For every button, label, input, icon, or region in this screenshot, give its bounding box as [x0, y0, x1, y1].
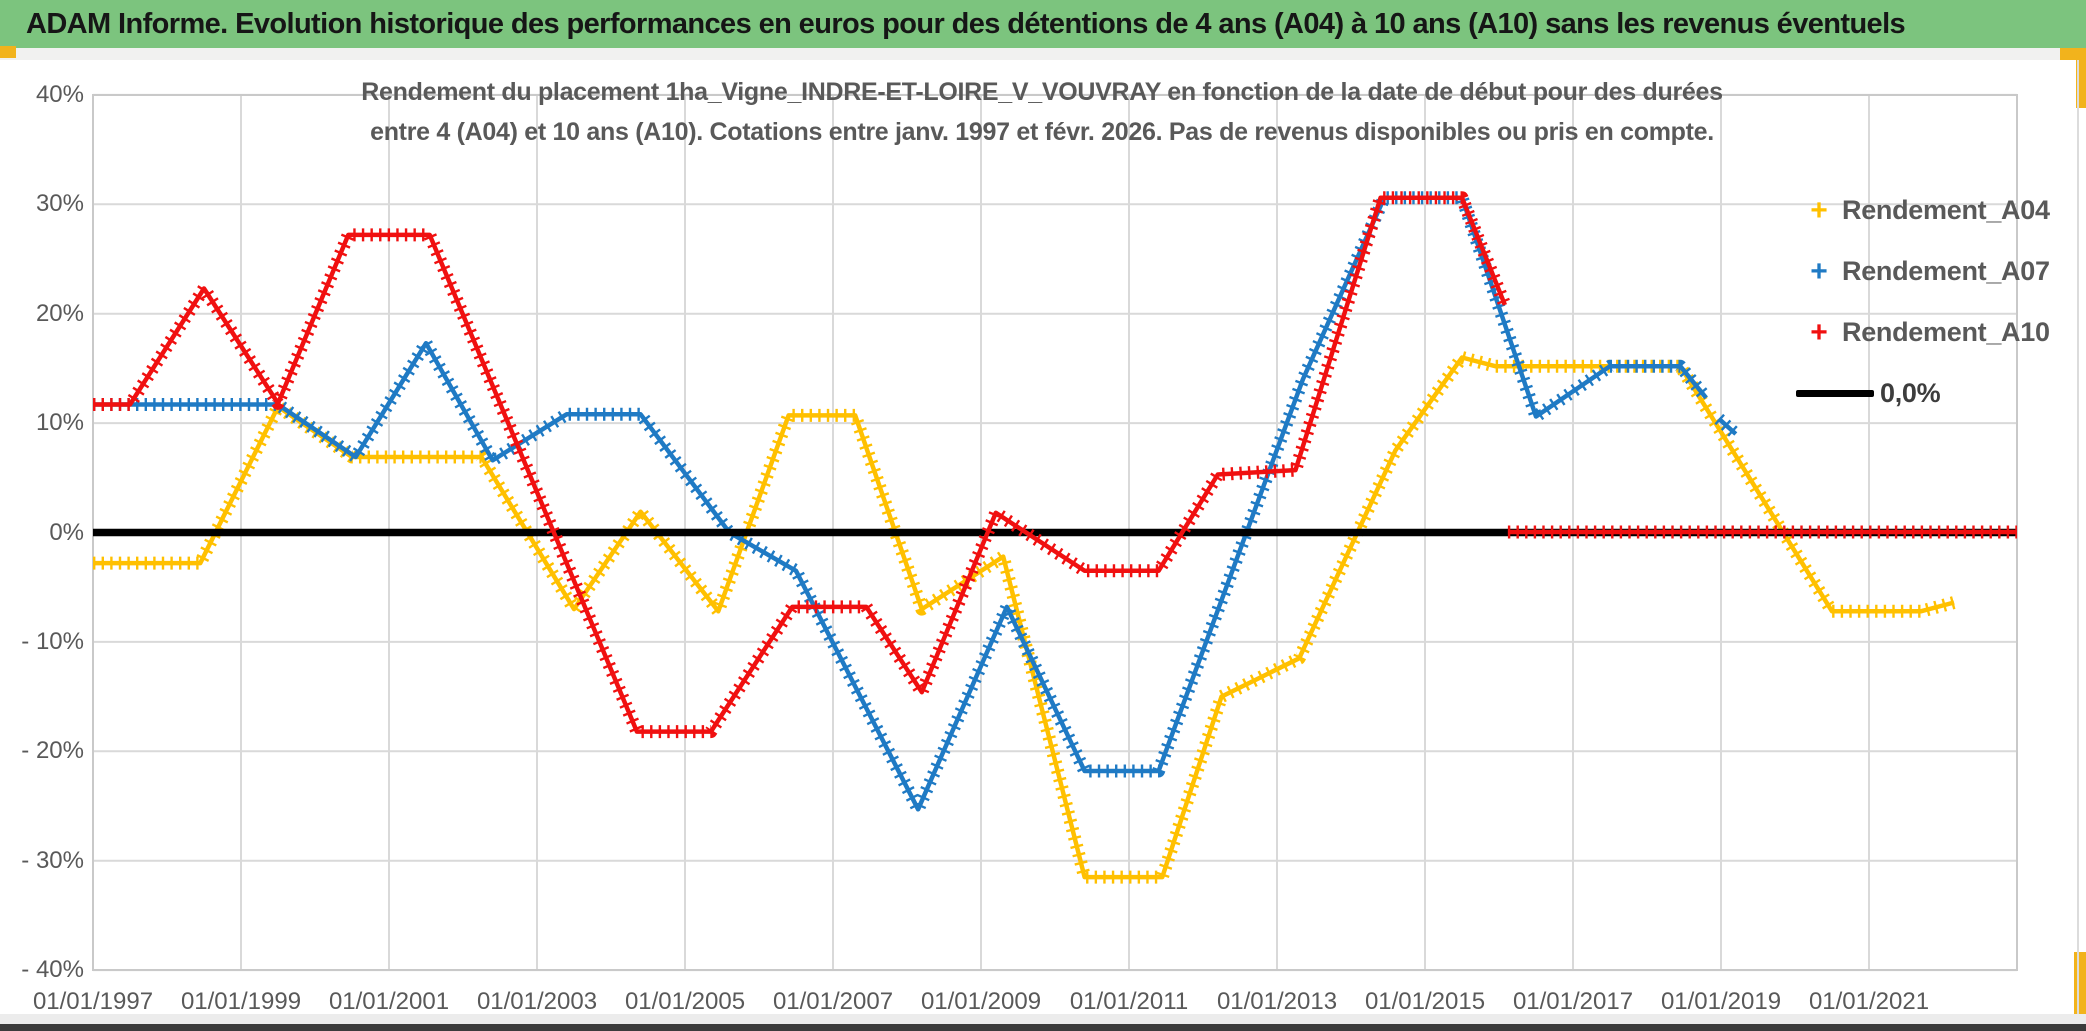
- x-axis-tick-label: 01/01/2019: [1660, 988, 1782, 1015]
- gold-corner-accent-top-right-v: [2076, 48, 2086, 108]
- legend-label: Rendement_A10: [1842, 317, 2050, 347]
- line-swatch-icon: [1796, 390, 1874, 397]
- x-axis-tick-label: 01/01/2013: [1216, 988, 1338, 1015]
- series-Rendement_A04-markers: [93, 351, 1956, 884]
- window-bottom-edge: [0, 1024, 2086, 1031]
- x-axis-tick-label: 01/01/2003: [476, 988, 598, 1015]
- chart-frame-right-border: [2077, 60, 2079, 1016]
- x-axis-tick-label: 01/01/1997: [32, 988, 154, 1015]
- chart-title-line-2: entre 4 (A04) et 10 ans (A10). Cotations…: [370, 118, 1714, 146]
- y-axis-tick-label: 10%: [35, 409, 84, 437]
- y-axis-tick-label: 20%: [35, 299, 84, 327]
- header-separator: [0, 48, 2086, 60]
- report-title-bar: ADAM Informe. Evolution historique des p…: [0, 0, 2086, 48]
- legend-label: Rendement_A07: [1842, 256, 2050, 286]
- series-Rendement_A10-line: [93, 195, 1507, 734]
- gold-corner-accent-top-left: [0, 46, 16, 58]
- y-axis-tick-label: - 40%: [21, 956, 84, 984]
- y-axis-tick-label: 0%: [49, 518, 84, 546]
- legend-label: Rendement_A04: [1842, 195, 2050, 225]
- plus-marker-icon: +: [1810, 193, 1828, 227]
- y-axis-tick-label: - 20%: [21, 737, 84, 765]
- y-axis-tick-label: - 30%: [21, 846, 84, 874]
- series-Rendement_A10-markers: [93, 191, 1511, 739]
- x-axis-tick-label: 01/01/2011: [1069, 988, 1189, 1015]
- series-Rendement_A07-line: [1717, 417, 1738, 436]
- x-axis-tick-label: 01/01/2007: [772, 988, 894, 1015]
- x-axis-tick-label: 01/01/1999: [180, 988, 302, 1015]
- chart-legend: + Rendement_A04 + Rendement_A07 + Rendem…: [1796, 192, 2050, 436]
- plus-marker-icon: +: [1810, 315, 1828, 349]
- x-axis-tick-label: 01/01/2001: [328, 988, 450, 1015]
- legend-item-a10: + Rendement_A10: [1796, 314, 2050, 351]
- legend-item-a07: + Rendement_A07: [1796, 253, 2050, 290]
- bottom-light-band: [0, 1014, 2086, 1024]
- x-axis-tick-label: 01/01/2021: [1808, 988, 1930, 1015]
- legend-item-a04: + Rendement_A04: [1796, 192, 2050, 229]
- x-axis-tick-label: 01/01/2015: [1364, 988, 1486, 1015]
- y-axis-tick-label: - 10%: [21, 627, 84, 655]
- chart-title-line-1: Rendement du placement 1ha_Vigne_INDRE-E…: [361, 78, 1723, 106]
- report-title: ADAM Informe. Evolution historique des p…: [26, 7, 1906, 40]
- y-axis-tick-label: 40%: [35, 80, 84, 108]
- x-axis-tick-label: 01/01/2005: [624, 988, 746, 1015]
- legend-label: 0,0%: [1880, 378, 1941, 408]
- plus-marker-icon: +: [1810, 254, 1828, 288]
- x-axis-tick-label: 01/01/2017: [1512, 988, 1634, 1015]
- legend-item-zero-line: 0,0%: [1796, 375, 2050, 412]
- y-axis-tick-label: 30%: [35, 190, 84, 218]
- series-Rendement_A04-line: [93, 355, 1955, 880]
- series-Rendement_A07-markers: [93, 191, 1712, 816]
- series-Rendement_A07-line: [93, 195, 1708, 812]
- x-axis-tick-label: 01/01/2009: [920, 988, 1042, 1015]
- chart-title: Rendement du placement 1ha_Vigne_INDRE-E…: [262, 72, 1822, 152]
